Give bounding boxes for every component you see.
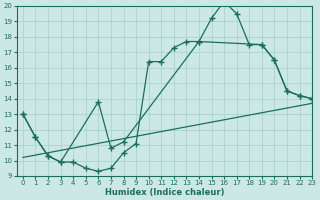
- X-axis label: Humidex (Indice chaleur): Humidex (Indice chaleur): [105, 188, 224, 197]
